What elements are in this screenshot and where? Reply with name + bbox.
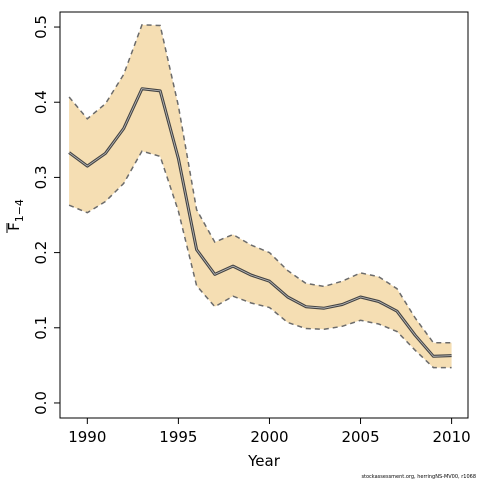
footer-credit: stockassessment.org, herringNS-MV00, r10… [361,474,476,480]
estimate-line-layer [68,87,452,358]
plot-frame [59,11,469,419]
x-axis-title: Year [247,452,281,470]
y-tick-label: 0.3 [32,165,50,189]
confidence-band-layer [68,24,452,369]
y-tick-label: 0.2 [32,241,50,265]
x-tick-label: 2005 [341,428,379,446]
estimate-line-highlight [68,88,452,357]
x-axis: 1990 1995 2000 2005 2010 [68,417,471,446]
upper-bound-line [68,24,452,344]
x-tick-label: 1995 [159,428,197,446]
y-axis-title-subscript: 1−4 [13,199,26,222]
x-tick-label: 1990 [68,428,106,446]
lower-bound-line [68,150,452,369]
x-tick-label: 2000 [250,428,288,446]
y-tick-label: 0.5 [32,15,50,39]
x-tick-label: 2010 [433,428,471,446]
confidence-band [69,24,452,368]
y-tick-label: 0.4 [32,90,50,114]
y-axis-title-main: F [5,222,23,231]
svg-text:F1−4: F1−4 [5,199,26,231]
y-tick-label: 0.1 [32,316,50,340]
y-tick-label: 0.0 [32,391,50,415]
y-axis: 0.0 0.1 0.2 0.3 0.4 0.5 [32,15,61,415]
y-axis-title: F1−4 [5,199,26,233]
